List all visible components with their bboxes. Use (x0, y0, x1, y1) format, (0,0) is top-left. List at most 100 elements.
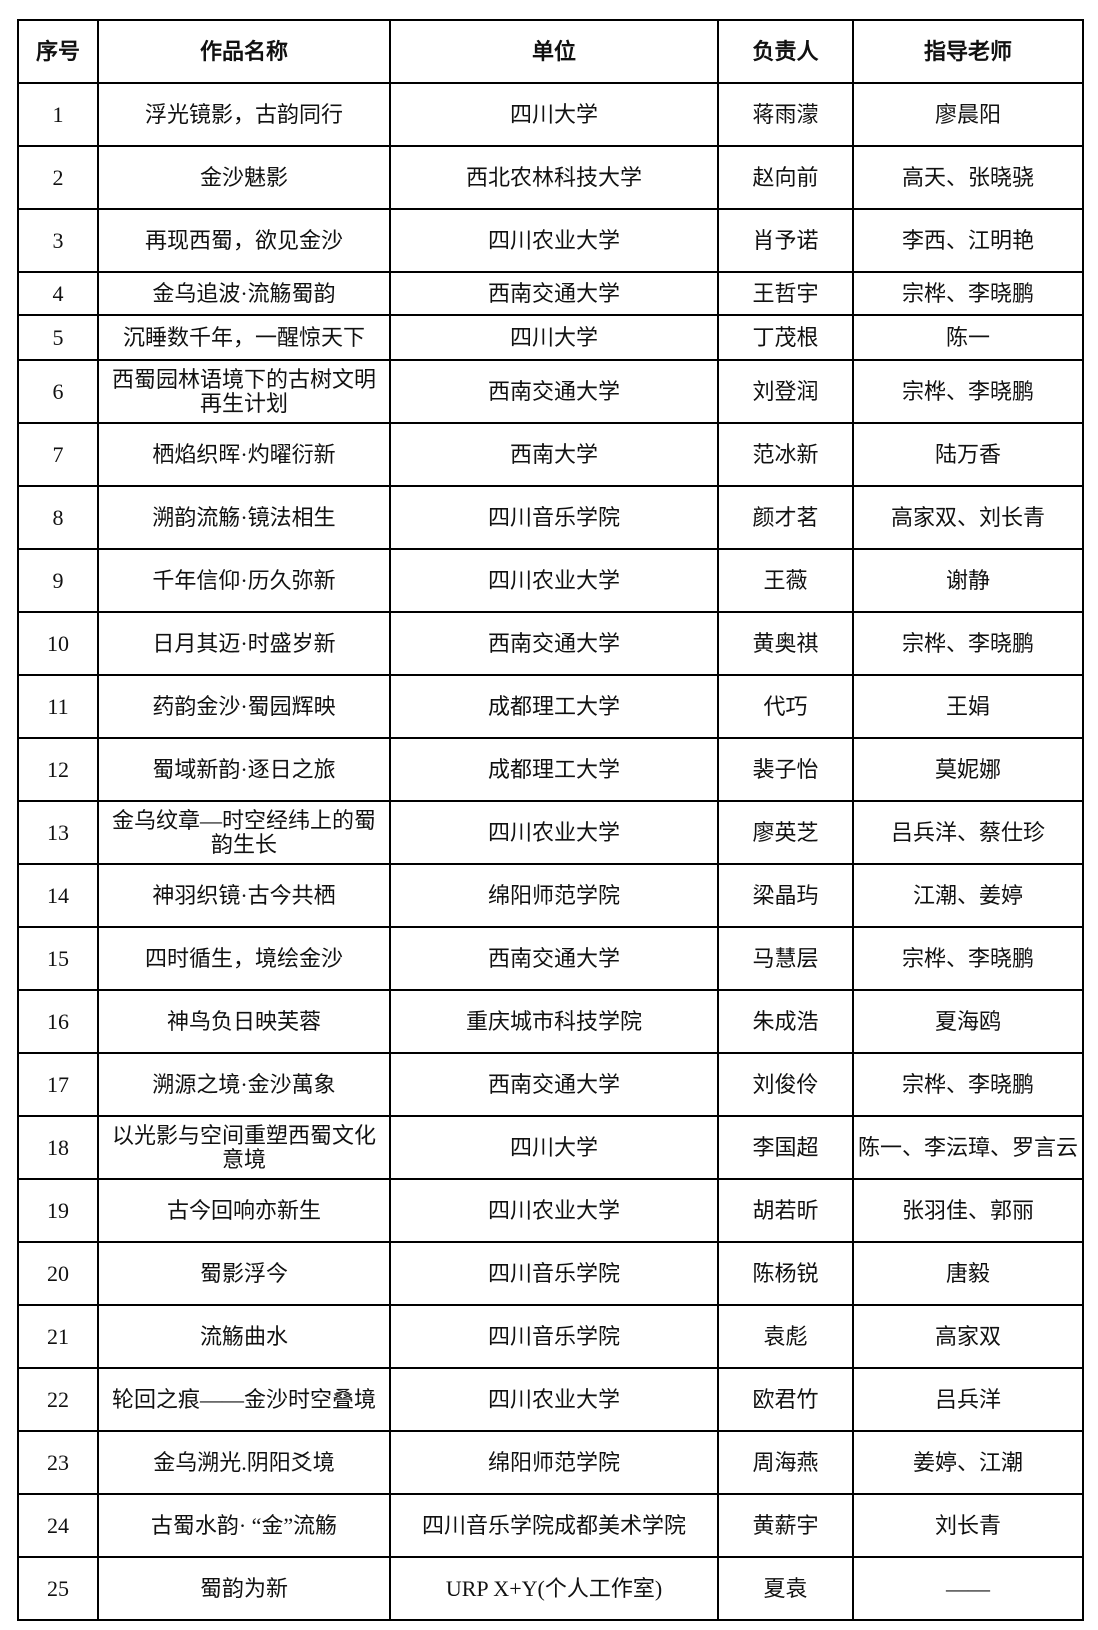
cell-advisor: 吕兵洋、蔡仕珍 (852, 800, 1084, 865)
cell-work-name: 神鸟负日映芙蓉 (97, 989, 391, 1054)
cell-leader: 朱成浩 (717, 989, 854, 1054)
cell-index: 22 (17, 1367, 99, 1432)
awards-table: 序号 作品名称 单位 负责人 指导老师 1 浮光镜影，古韵同行 四川大学 蒋雨濛 廖晨阳… (17, 19, 1084, 1621)
cell-work-name: 流觞曲水 (97, 1304, 391, 1369)
cell-unit: 四川大学 (389, 314, 719, 361)
cell-advisor: 高家双、刘长青 (852, 485, 1084, 550)
cell-work-name: 金沙魅影 (97, 145, 391, 210)
table-row: 22 轮回之痕——金沙时空叠境 四川农业大学 欧君竹 吕兵洋 (17, 1367, 1084, 1432)
cell-unit: 西南交通大学 (389, 611, 719, 676)
cell-index: 13 (17, 800, 99, 865)
table-row: 18 以光影与空间重塑西蜀文化意境 四川大学 李国超 陈一、李沄璋、罗言云 (17, 1115, 1084, 1180)
cell-advisor: 王娟 (852, 674, 1084, 739)
cell-leader: 裴子怡 (717, 737, 854, 802)
cell-index: 2 (17, 145, 99, 210)
cell-index: 9 (17, 548, 99, 613)
cell-unit: 西南交通大学 (389, 359, 719, 424)
cell-unit: 四川大学 (389, 82, 719, 147)
cell-leader: 颜才茗 (717, 485, 854, 550)
cell-advisor: 谢静 (852, 548, 1084, 613)
cell-leader: 赵向前 (717, 145, 854, 210)
cell-work-name: 西蜀园林语境下的古树文明再生计划 (97, 359, 391, 424)
table-row: 13 金乌纹章—时空经纬上的蜀韵生长 四川农业大学 廖英芝 吕兵洋、蔡仕珍 (17, 800, 1084, 865)
cell-unit: 四川农业大学 (389, 1367, 719, 1432)
cell-advisor: 陈一 (852, 314, 1084, 361)
table-row: 11 药韵金沙·蜀园辉映 成都理工大学 代巧 王娟 (17, 674, 1084, 739)
cell-index: 12 (17, 737, 99, 802)
cell-work-name: 轮回之痕——金沙时空叠境 (97, 1367, 391, 1432)
cell-work-name: 溯源之境·金沙萬象 (97, 1052, 391, 1117)
cell-advisor: 莫妮娜 (852, 737, 1084, 802)
table-row: 7 栖焰织晖·灼曜衍新 西南大学 范冰新 陆万香 (17, 422, 1084, 487)
cell-leader: 刘俊伶 (717, 1052, 854, 1117)
cell-work-name: 蜀影浮今 (97, 1241, 391, 1306)
cell-unit: 绵阳师范学院 (389, 1430, 719, 1495)
cell-index: 11 (17, 674, 99, 739)
cell-index: 5 (17, 314, 99, 361)
cell-unit: 成都理工大学 (389, 674, 719, 739)
cell-unit: URP X+Y(个人工作室) (389, 1556, 719, 1621)
cell-advisor: 宗桦、李晓鹏 (852, 271, 1084, 316)
table-row: 24 古蜀水韵· “金”流觞 四川音乐学院成都美术学院 黄薪宇 刘长青 (17, 1493, 1084, 1558)
table-row: 5 沉睡数千年，一醒惊天下 四川大学 丁茂根 陈一 (17, 314, 1084, 361)
cell-work-name: 再现西蜀，欲见金沙 (97, 208, 391, 273)
cell-advisor: 姜婷、江潮 (852, 1430, 1084, 1495)
cell-index: 18 (17, 1115, 99, 1180)
cell-index: 4 (17, 271, 99, 316)
cell-unit: 绵阳师范学院 (389, 863, 719, 928)
cell-advisor: 吕兵洋 (852, 1367, 1084, 1432)
cell-work-name: 古今回响亦新生 (97, 1178, 391, 1243)
table-row: 20 蜀影浮今 四川音乐学院 陈杨锐 唐毅 (17, 1241, 1084, 1306)
cell-leader: 陈杨锐 (717, 1241, 854, 1306)
cell-unit: 四川音乐学院成都美术学院 (389, 1493, 719, 1558)
cell-unit: 成都理工大学 (389, 737, 719, 802)
header-advisor: 指导老师 (852, 19, 1084, 84)
cell-leader: 蒋雨濛 (717, 82, 854, 147)
cell-leader: 李国超 (717, 1115, 854, 1180)
cell-index: 10 (17, 611, 99, 676)
cell-advisor: 李西、江明艳 (852, 208, 1084, 273)
cell-unit: 西北农林科技大学 (389, 145, 719, 210)
cell-leader: 廖英芝 (717, 800, 854, 865)
table-row: 16 神鸟负日映芙蓉 重庆城市科技学院 朱成浩 夏海鸥 (17, 989, 1084, 1054)
cell-leader: 马慧层 (717, 926, 854, 991)
table-row: 6 西蜀园林语境下的古树文明再生计划 西南交通大学 刘登润 宗桦、李晓鹏 (17, 359, 1084, 424)
cell-unit: 四川农业大学 (389, 548, 719, 613)
cell-leader: 夏袁 (717, 1556, 854, 1621)
cell-advisor: 宗桦、李晓鹏 (852, 1052, 1084, 1117)
cell-leader: 欧君竹 (717, 1367, 854, 1432)
cell-advisor: 宗桦、李晓鹏 (852, 611, 1084, 676)
cell-unit: 四川农业大学 (389, 800, 719, 865)
header-work-name: 作品名称 (97, 19, 391, 84)
cell-index: 1 (17, 82, 99, 147)
cell-advisor: 高家双 (852, 1304, 1084, 1369)
cell-leader: 代巧 (717, 674, 854, 739)
cell-unit: 四川农业大学 (389, 208, 719, 273)
cell-unit: 西南交通大学 (389, 1052, 719, 1117)
table-row: 17 溯源之境·金沙萬象 西南交通大学 刘俊伶 宗桦、李晓鹏 (17, 1052, 1084, 1117)
cell-advisor: —— (852, 1556, 1084, 1621)
cell-advisor: 江潮、姜婷 (852, 863, 1084, 928)
cell-unit: 西南交通大学 (389, 271, 719, 316)
cell-index: 16 (17, 989, 99, 1054)
cell-index: 20 (17, 1241, 99, 1306)
cell-leader: 周海燕 (717, 1430, 854, 1495)
header-unit: 单位 (389, 19, 719, 84)
cell-index: 19 (17, 1178, 99, 1243)
table-row: 10 日月其迈·时盛岁新 西南交通大学 黄奥祺 宗桦、李晓鹏 (17, 611, 1084, 676)
cell-leader: 范冰新 (717, 422, 854, 487)
cell-index: 15 (17, 926, 99, 991)
cell-work-name: 蜀域新韵·逐日之旅 (97, 737, 391, 802)
cell-advisor: 刘长青 (852, 1493, 1084, 1558)
header-index: 序号 (17, 19, 99, 84)
cell-index: 24 (17, 1493, 99, 1558)
cell-unit: 四川大学 (389, 1115, 719, 1180)
cell-index: 8 (17, 485, 99, 550)
cell-advisor: 陆万香 (852, 422, 1084, 487)
cell-work-name: 以光影与空间重塑西蜀文化意境 (97, 1115, 391, 1180)
table-row: 12 蜀域新韵·逐日之旅 成都理工大学 裴子怡 莫妮娜 (17, 737, 1084, 802)
cell-leader: 刘登润 (717, 359, 854, 424)
header-leader: 负责人 (717, 19, 854, 84)
cell-index: 17 (17, 1052, 99, 1117)
cell-work-name: 药韵金沙·蜀园辉映 (97, 674, 391, 739)
